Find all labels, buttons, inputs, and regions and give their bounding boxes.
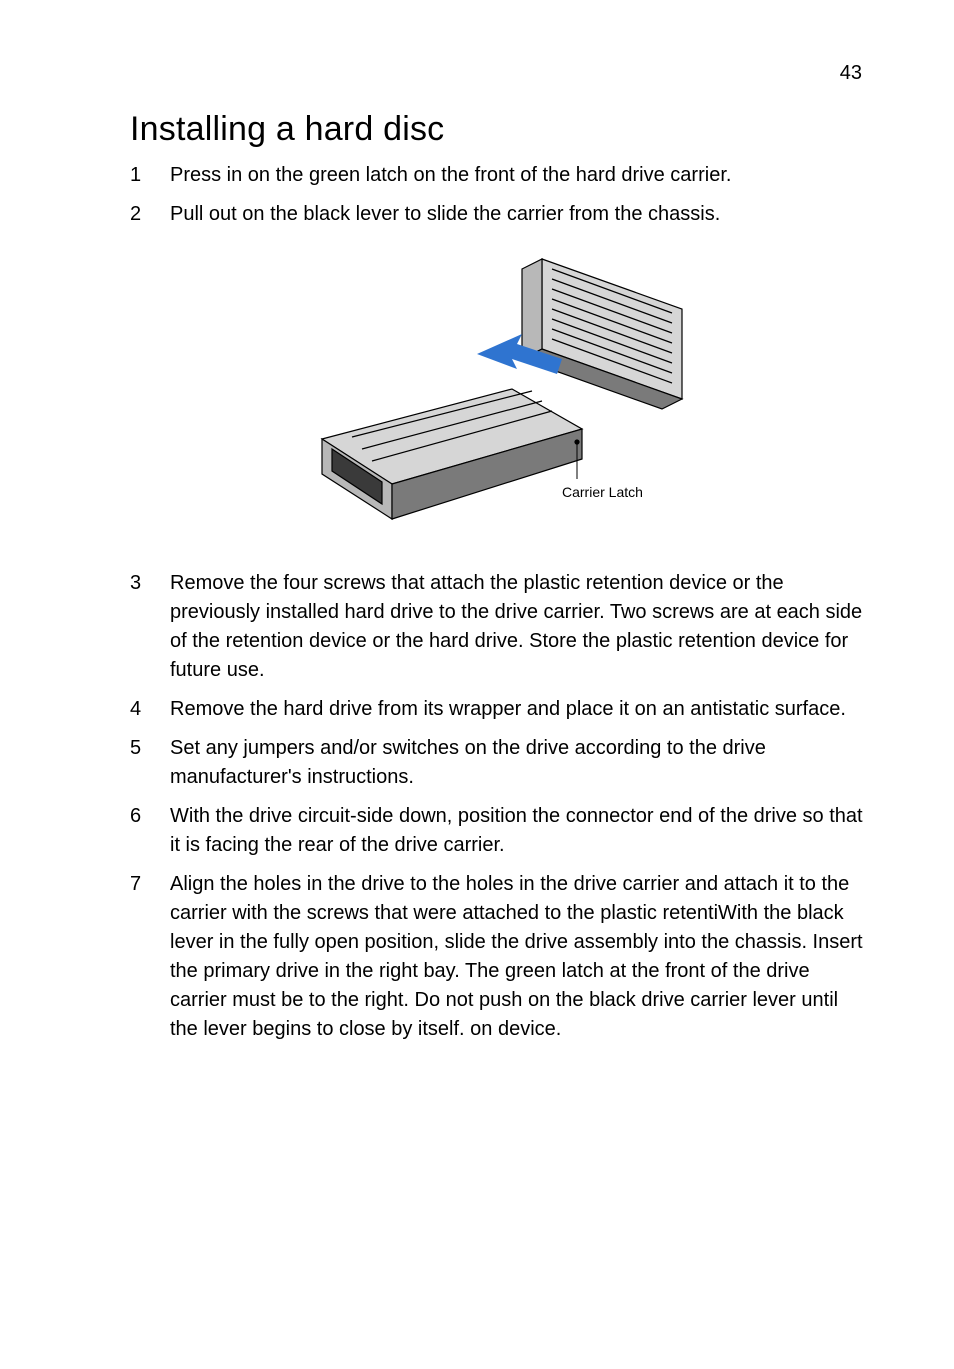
step-text: Align the holes in the drive to the hole… xyxy=(170,870,864,1044)
figure-carrier-diagram: Carrier Latch xyxy=(130,239,864,539)
list-item: 7 Align the holes in the drive to the ho… xyxy=(130,870,864,1044)
drive-carrier-icon xyxy=(322,389,582,519)
steps-list-continued: 3 Remove the four screws that attach the… xyxy=(130,569,864,1044)
page-title: Installing a hard disc xyxy=(130,110,864,149)
page: 43 Installing a hard disc 1 Press in on … xyxy=(0,0,954,1369)
step-number: 6 xyxy=(130,802,170,831)
step-text: Pull out on the black lever to slide the… xyxy=(170,200,864,229)
chassis-cage-icon xyxy=(522,259,682,409)
step-number: 2 xyxy=(130,200,170,229)
step-number: 7 xyxy=(130,870,170,899)
list-item: 4 Remove the hard drive from its wrapper… xyxy=(130,695,864,724)
step-number: 4 xyxy=(130,695,170,724)
step-number: 3 xyxy=(130,569,170,598)
step-number: 5 xyxy=(130,734,170,763)
step-text: With the drive circuit-side down, positi… xyxy=(170,802,864,860)
step-text: Remove the hard drive from its wrapper a… xyxy=(170,695,864,724)
drive-carrier-illustration: Carrier Latch xyxy=(262,239,732,539)
list-item: 6 With the drive circuit-side down, posi… xyxy=(130,802,864,860)
steps-list: 1 Press in on the green latch on the fro… xyxy=(130,161,864,229)
list-item: 2 Pull out on the black lever to slide t… xyxy=(130,200,864,229)
list-item: 5 Set any jumpers and/or switches on the… xyxy=(130,734,864,792)
page-number: 43 xyxy=(840,62,862,85)
step-text: Press in on the green latch on the front… xyxy=(170,161,864,190)
step-text: Remove the four screws that attach the p… xyxy=(170,569,864,685)
step-text: Set any jumpers and/or switches on the d… xyxy=(170,734,864,792)
step-number: 1 xyxy=(130,161,170,190)
list-item: 3 Remove the four screws that attach the… xyxy=(130,569,864,685)
list-item: 1 Press in on the green latch on the fro… xyxy=(130,161,864,190)
figure-label: Carrier Latch xyxy=(562,484,643,500)
